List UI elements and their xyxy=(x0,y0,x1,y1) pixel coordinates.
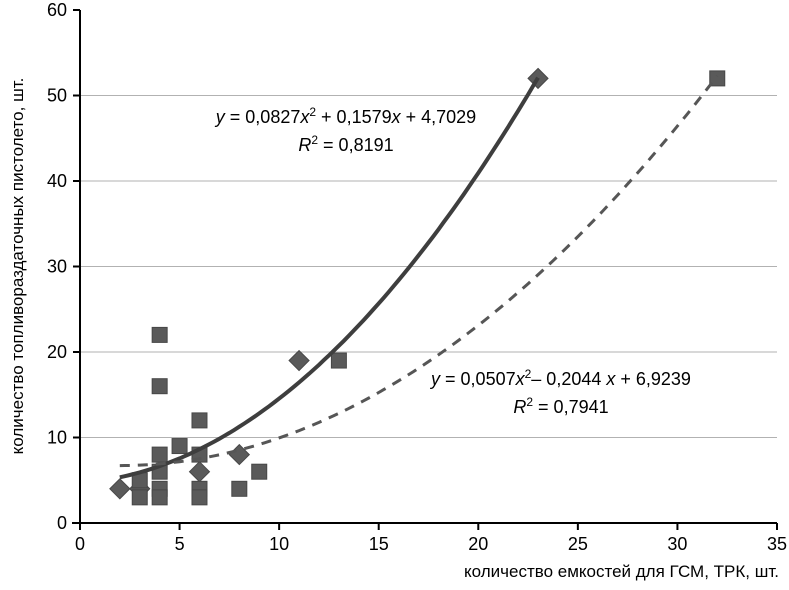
x-tick-label: 15 xyxy=(369,534,389,554)
data-point-square xyxy=(151,378,168,395)
trendline-solid xyxy=(119,76,540,480)
trendline-equation-solid: y = 0,0827x2 + 0,1579x + 4,7029 R2 = 0,8… xyxy=(190,103,502,159)
trendline-dashed xyxy=(119,74,719,468)
data-point-square xyxy=(151,326,168,343)
x-tick-label: 35 xyxy=(767,534,787,554)
x-tick-label: 10 xyxy=(269,534,289,554)
data-point-square xyxy=(191,412,208,429)
x-tick-label: 20 xyxy=(468,534,488,554)
data-point-square xyxy=(171,438,188,455)
y-tick-label: 30 xyxy=(47,257,67,277)
y-tick-label: 0 xyxy=(57,513,67,533)
data-point-diamond xyxy=(188,460,211,483)
data-point-diamond xyxy=(109,478,131,500)
data-point-square xyxy=(151,489,168,506)
x-tick-label: 30 xyxy=(667,534,687,554)
data-point-square xyxy=(231,480,248,497)
x-tick-label: 25 xyxy=(568,534,588,554)
data-point-diamond xyxy=(288,349,310,372)
r-squared-text-solid: R2 = 0,8191 xyxy=(298,133,394,155)
y-tick-label: 20 xyxy=(47,342,67,362)
r-squared-text-dashed: R2 = 0,7941 xyxy=(513,395,609,417)
y-tick-label: 10 xyxy=(47,428,67,448)
y-tick-label: 60 xyxy=(47,0,67,20)
x-tick-label: 5 xyxy=(175,534,185,554)
x-axis-title: количество емкостей для ГСМ, ТРК, шт. xyxy=(464,562,779,581)
y-tick-label: 40 xyxy=(47,171,67,191)
data-point-square xyxy=(251,463,268,480)
equation-text-dashed: y = 0,0507x2– 0,2044 x + 6,9239 xyxy=(431,367,691,389)
equation-text-solid: y = 0,0827x2 + 0,1579x + 4,7029 xyxy=(215,105,477,127)
data-point-square xyxy=(709,70,726,87)
data-point-square xyxy=(131,489,148,506)
data-point-square xyxy=(151,446,168,463)
x-tick-label: 0 xyxy=(75,534,85,554)
y-tick-label: 50 xyxy=(47,86,67,106)
data-point-square xyxy=(191,489,208,506)
data-point-square xyxy=(330,352,347,369)
y-axis-title: количество топливораздаточных пистолето,… xyxy=(8,77,27,455)
trendline-equation-dashed: y = 0,0507x2– 0,2044 x + 6,9239 R2 = 0,7… xyxy=(408,365,714,421)
